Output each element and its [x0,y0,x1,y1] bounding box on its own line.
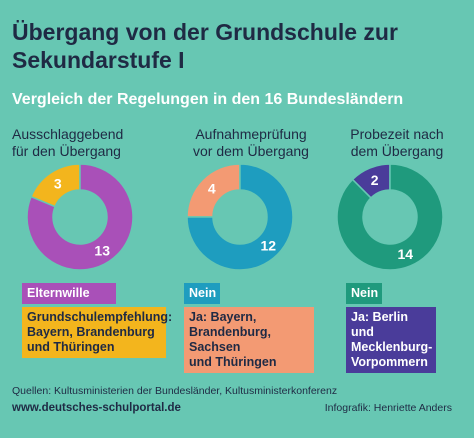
column-header-3: Probezeit nach dem Übergang [322,126,472,162]
donut-3-label-2: 2 [371,172,379,188]
badge-grundschulempfehlung-line-2: Bayern, Brandenburg [27,325,155,339]
footer-url-link[interactable]: www.deutsches-schulportal.de [12,402,181,414]
badge-ja-pruefung: Ja: Bayern, Brandenburg, Sachsen und Thü… [184,307,314,373]
badge-nein-pruefung: Nein [184,283,220,304]
badge-ja-pruefung-line-2: Brandenburg, Sachsen [189,325,271,354]
page-subtitle: Vergleich der Regelungen in den 16 Bunde… [12,91,404,108]
column-probezeit: Probezeit nach dem Übergang [322,126,472,162]
column-header-2-line-2: vor dem Übergang [193,143,309,159]
donut-1-segment-1 [26,163,134,271]
badge-ja-probezeit: Ja: Berlin und Mecklenburg- Vorpommern [346,307,436,373]
badge-grundschulempfehlung: Grundschulempfehlung: Bayern, Brandenbur… [22,307,173,358]
column-ausschlaggebend: Ausschlaggebend für den Übergang [12,126,162,162]
donut-1-label-1: 13 [94,242,110,258]
donut-1-label-2: 3 [54,176,62,192]
column-header-1-line-1: Ausschlaggebend [12,126,124,142]
title-line-1: Übergang von der Grundschule zur [12,19,398,45]
badge-nein-probezeit: Nein [346,283,382,304]
badge-grundschulempfehlung-line-3: und Thüringen [27,340,115,354]
badge-ja-pruefung-line-1: Ja: Bayern, [189,310,257,324]
donut-2-segment-1 [186,163,294,271]
donut-chart-1: 3 13 [25,162,135,272]
donut-chart-3: 2 14 [335,162,445,272]
badge-ja-probezeit-line-1: Ja: Berlin und [351,310,408,339]
column-header-3-line-2: dem Übergang [350,143,444,159]
page-title: Übergang von der Grundschule zur Sekunda… [12,18,462,74]
donut-chart-2-svg: 4 12 [186,163,294,271]
donut-chart-2: 4 12 [185,162,295,272]
column-header-3-line-1: Probezeit nach [350,126,444,142]
column-header-1-line-2: für den Übergang [12,143,121,159]
donut-3-segment-1 [336,163,444,271]
column-header-1: Ausschlaggebend für den Übergang [12,126,152,162]
donut-2-label-2: 4 [208,181,216,197]
badge-ja-probezeit-line-3: Vorpommern [351,355,428,369]
donut-2-label-1: 12 [260,237,276,253]
title-line-2: Sekundarstufe I [12,47,185,73]
footer-credit: Infografik: Henriette Anders [324,402,452,414]
column-aufnahmepruefung: Aufnahmeprüfung vor dem Übergang [176,126,326,162]
donut-chart-3-svg: 2 14 [336,163,444,271]
footer-sources: Quellen: Kultusministerien der Bundeslän… [12,385,338,397]
badge-elternwille: Elternwille [22,283,116,304]
badge-nein-pruefung-label: Nein [189,286,217,300]
donut-3-label-1: 14 [398,246,414,262]
donut-chart-1-svg: 3 13 [26,163,134,271]
column-header-2-line-1: Aufnahmeprüfung [195,126,307,142]
badge-ja-probezeit-line-2: Mecklenburg- [351,340,433,354]
badge-elternwille-label: Elternwille [27,286,90,300]
badge-grundschulempfehlung-line-1: Grundschulempfehlung: [27,310,173,324]
column-header-2: Aufnahmeprüfung vor dem Übergang [176,126,326,162]
badge-nein-probezeit-label: Nein [351,286,379,300]
badge-ja-pruefung-line-3: und Thüringen [189,355,277,369]
